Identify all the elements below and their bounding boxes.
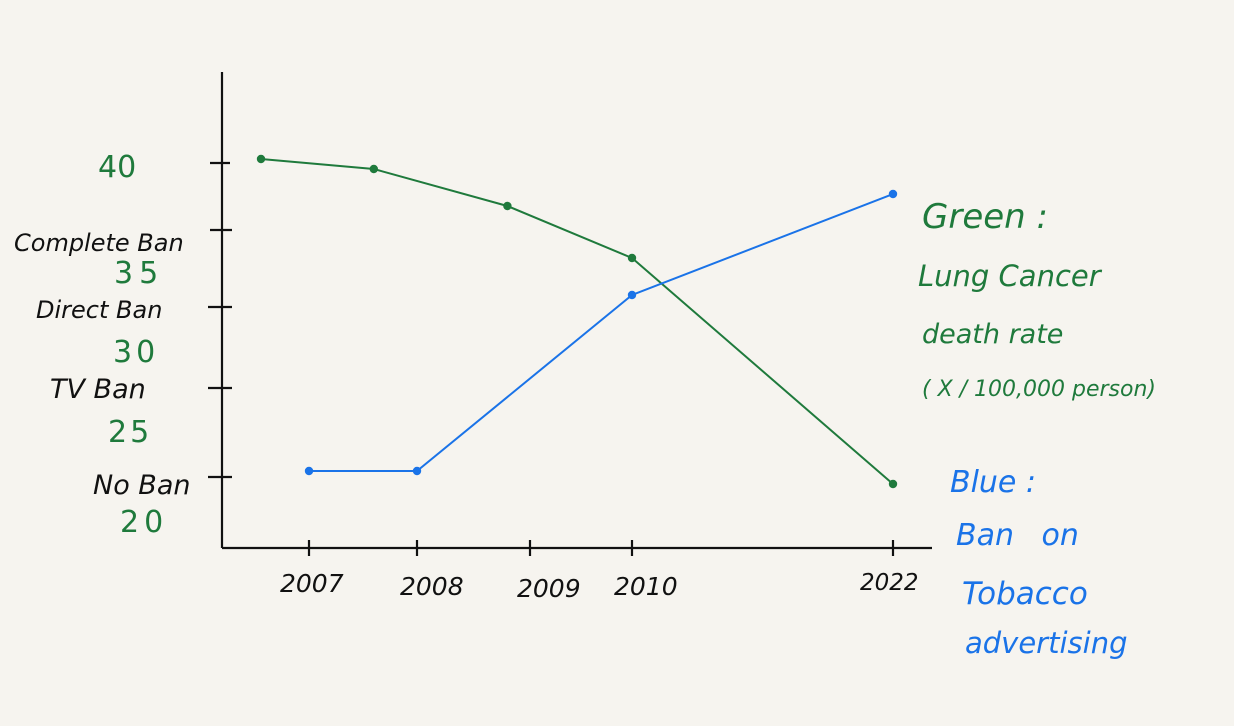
- y-label-direct-ban: Direct Ban: [36, 296, 162, 324]
- x-label-2009: 2009: [517, 574, 581, 603]
- green-series-point-2: [503, 201, 512, 211]
- blue-series-point-2: [627, 290, 637, 300]
- y-label-complete-ban: Complete Ban: [14, 229, 184, 257]
- x-ticks: [307, 540, 895, 556]
- blue-series-line: [309, 193, 894, 472]
- legend-green: Green : Lung Cancer death rate ( X / 100…: [918, 197, 1156, 402]
- green-series-line: [260, 158, 894, 485]
- legend-green-title: Green :: [922, 197, 1048, 237]
- y-label-no-ban: No Ban: [93, 470, 190, 501]
- blue-series-point-1: [412, 466, 422, 476]
- blue-series-point-0: [304, 466, 314, 476]
- green-series-point-4: [888, 479, 898, 489]
- blue-series-point-3: [888, 189, 898, 199]
- y-label-20: 20: [120, 505, 168, 540]
- legend-green-line-2: death rate: [922, 319, 1063, 350]
- series-green: [256, 154, 898, 489]
- x-label-2022: 2022: [860, 570, 919, 596]
- y-ban-labels: Complete Ban Direct Ban TV Ban No Ban: [14, 229, 190, 501]
- y-label-40: 40: [98, 150, 136, 185]
- green-series-point-0: [256, 154, 266, 164]
- x-tick-labels: 2007 2008 2009 2010 2022: [280, 569, 919, 603]
- legend-blue-line-2: Tobacco: [962, 576, 1088, 612]
- series-blue: [304, 189, 898, 476]
- legend-blue-title: Blue :: [950, 465, 1036, 500]
- green-series-point-3: [627, 253, 637, 263]
- y-green-labels: 40 35 30 25 20: [98, 150, 168, 540]
- y-ticks: [208, 161, 232, 479]
- legend-blue: Blue : Ban on Tobacco advertising: [950, 465, 1128, 660]
- legend-blue-line-3: advertising: [965, 626, 1128, 660]
- x-label-2008: 2008: [400, 572, 464, 601]
- y-label-tv-ban: TV Ban: [50, 374, 146, 405]
- legend-blue-line-1: Ban on: [956, 518, 1079, 553]
- x-label-2010: 2010: [614, 572, 678, 601]
- y-label-30: 30: [113, 335, 159, 370]
- legend-green-line-1: Lung Cancer: [918, 259, 1103, 293]
- legend-green-line-3: ( X / 100,000 person): [922, 377, 1156, 402]
- green-series-point-1: [369, 164, 378, 174]
- x-label-2007: 2007: [280, 569, 344, 598]
- y-label-25: 25: [108, 415, 152, 450]
- y-label-35: 35: [114, 256, 164, 291]
